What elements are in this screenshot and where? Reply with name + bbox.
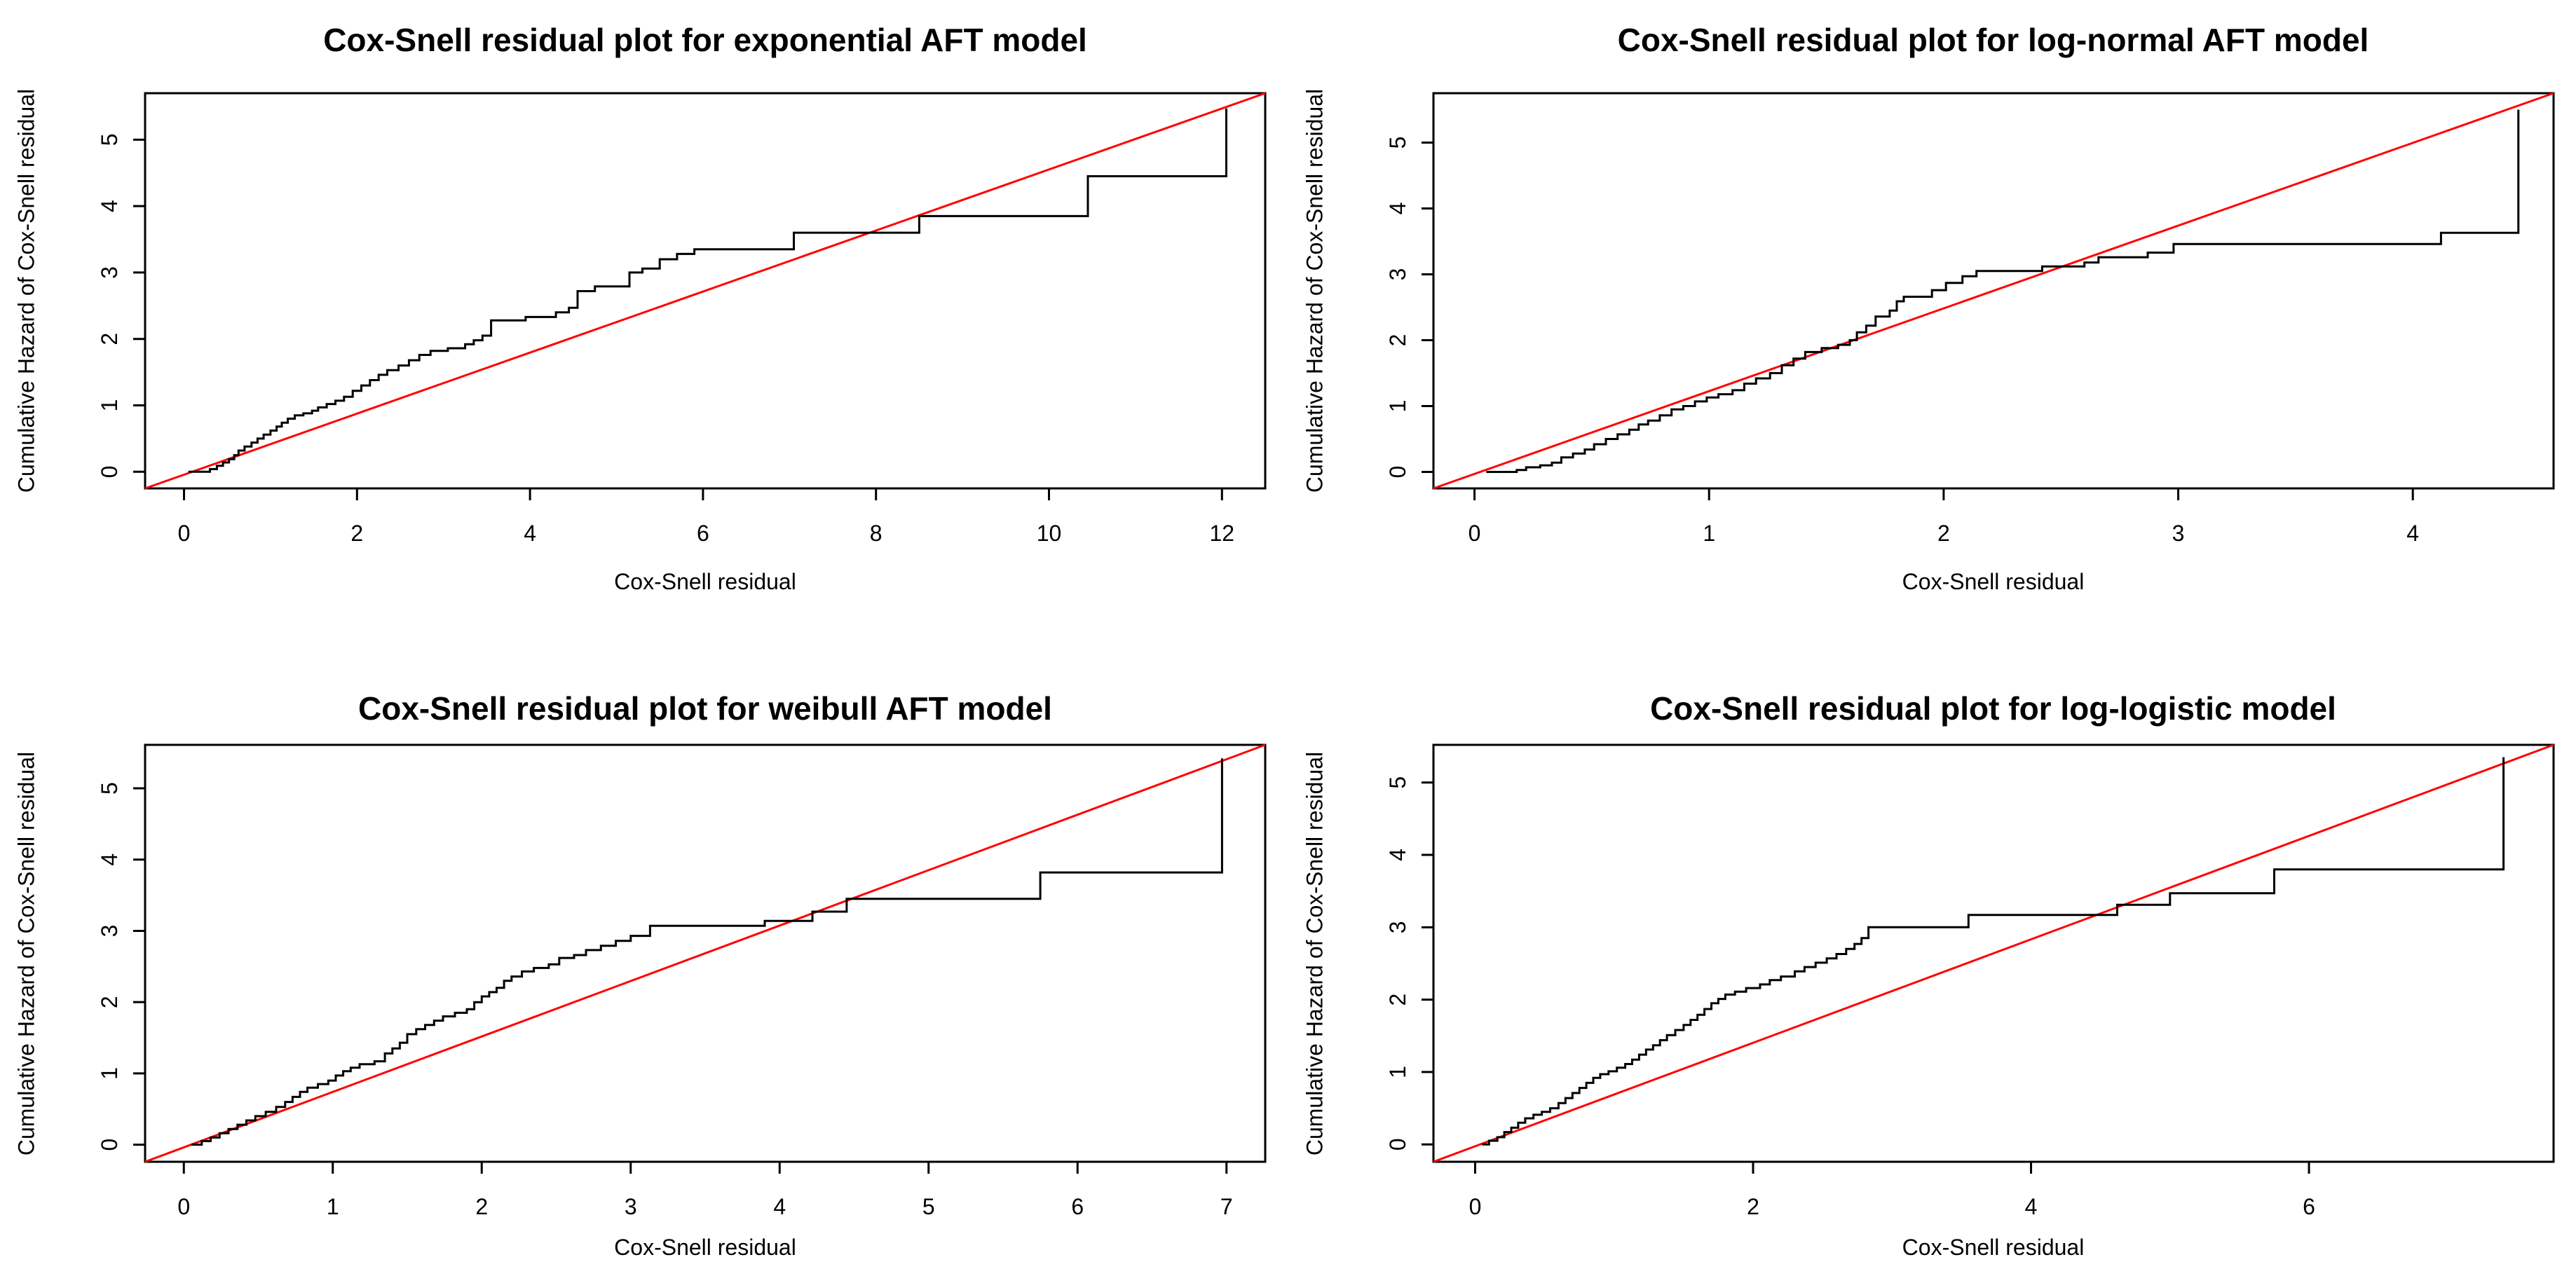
x-tick-label: 5	[922, 1194, 935, 1219]
reference-line	[144, 743, 1266, 1162]
y-tick-label: 4	[97, 853, 122, 865]
x-tick-label: 6	[2303, 1194, 2315, 1219]
x-tick-label: 0	[177, 1194, 190, 1219]
x-tick-label: 3	[2172, 521, 2184, 546]
x-tick-label: 4	[2406, 521, 2419, 546]
y-tick-label: 1	[97, 399, 122, 412]
y-tick-label: 3	[1385, 268, 1410, 281]
x-tick-label: 0	[1468, 521, 1480, 546]
y-tick-label: 0	[97, 465, 122, 478]
y-tick-label: 5	[1385, 137, 1410, 149]
x-axis-label: Cox-Snell residual	[1902, 1234, 2085, 1260]
y-tick-label: 3	[1385, 921, 1410, 933]
log-normal-aft-chart: 0 1 2 3 4 0 1 2 3 4 5	[1385, 92, 2554, 546]
y-tick-label: 1	[1385, 400, 1410, 413]
chart-title: Cox-Snell residual plot for weibull AFT …	[358, 689, 1052, 727]
plot-exponential-aft: 0 2 4 6 8 10 12 0 1 2 3 4 5 Cox-Snell residual plot …	[0, 0, 1288, 642]
x-axis-label: Cox-Snell residual	[614, 1234, 796, 1260]
x-tick-label: 4	[773, 1194, 786, 1219]
y-axis-label: Cumulative Hazard of Cox-Snell residual	[13, 751, 39, 1155]
weibull-aft-chart: 0 1 2 3 4 5 6 7 0 1 2 3 4 5	[97, 743, 1267, 1219]
y-axis-label: Cumulative Hazard of Cox-Snell residual	[13, 88, 39, 493]
y-tick-label: 4	[1385, 203, 1410, 215]
x-tick-label: 0	[178, 521, 191, 546]
x-tick-label: 3	[625, 1194, 637, 1219]
y-tick-label: 3	[97, 266, 122, 279]
plot-box	[1432, 743, 2554, 1162]
y-tick-label: 3	[97, 924, 122, 937]
x-tick-label: 12	[1210, 521, 1235, 546]
x-tick-label: 7	[1220, 1194, 1233, 1219]
x-axis-label: Cox-Snell residual	[1902, 569, 2085, 594]
plot-weibull-aft: 0 1 2 3 4 5 6 7 0 1 2 3 4 5 Cox-Snell residual plot f…	[0, 642, 1288, 1283]
x-tick-label: 0	[1468, 1194, 1481, 1219]
y-tick-label: 5	[1385, 776, 1410, 788]
cumulative-hazard-step-curve	[188, 108, 1227, 473]
plot-box	[1432, 92, 2554, 490]
x-tick-label: 2	[1747, 1194, 1759, 1219]
x-tick-label: 10	[1037, 521, 1062, 546]
x-tick-label: 2	[350, 521, 363, 546]
y-tick-label: 0	[1385, 1138, 1410, 1151]
cumulative-hazard-step-curve	[1481, 757, 2505, 1146]
x-axis-label: Cox-Snell residual	[614, 569, 796, 594]
chart-title: Cox-Snell residual plot for log-normal A…	[1617, 22, 2369, 58]
x-tick-label: 6	[1071, 1194, 1084, 1219]
log-logistic-chart: 0 2 4 6 0 1 2 3 4 5	[1385, 743, 2554, 1219]
reference-line	[1433, 92, 2554, 490]
cumulative-hazard-step-curve	[191, 757, 1223, 1146]
y-tick-label: 2	[97, 996, 122, 1008]
y-tick-label: 4	[97, 200, 122, 212]
plot-log-normal-aft: 0 1 2 3 4 0 1 2 3 4 5 Cox-Snell residual plot for …	[1288, 0, 2576, 642]
chart-title: Cox-Snell residual plot for log-logistic…	[1650, 689, 2336, 727]
y-axis-label: Cumulative Hazard of Cox-Snell residual	[1302, 88, 1327, 493]
x-tick-label: 2	[475, 1194, 488, 1219]
x-tick-label: 1	[327, 1194, 339, 1219]
x-tick-label: 2	[1937, 521, 1949, 546]
x-tick-label: 6	[697, 521, 709, 546]
y-tick-label: 0	[1385, 466, 1410, 479]
x-tick-label: 4	[524, 521, 536, 546]
y-tick-label: 5	[97, 133, 122, 146]
reference-line	[144, 92, 1266, 490]
y-tick-label: 2	[97, 333, 122, 345]
y-tick-label: 4	[1385, 849, 1410, 861]
plot-box	[144, 743, 1267, 1162]
reference-line	[1432, 743, 2554, 1162]
y-tick-label: 5	[97, 782, 122, 795]
plot-box	[144, 92, 1267, 490]
y-tick-label: 2	[1385, 993, 1410, 1006]
y-tick-label: 1	[1385, 1066, 1410, 1078]
x-tick-label: 4	[2024, 1194, 2037, 1219]
plot-log-logistic: 0 2 4 6 0 1 2 3 4 5 Cox-Snell residual plot for l…	[1288, 642, 2576, 1283]
x-tick-label: 8	[870, 521, 882, 546]
chart-title: Cox-Snell residual plot for exponential …	[323, 22, 1087, 58]
y-tick-label: 0	[97, 1138, 122, 1151]
y-tick-label: 1	[97, 1066, 122, 1079]
y-axis-label: Cumulative Hazard of Cox-Snell residual	[1302, 751, 1327, 1155]
cumulative-hazard-step-curve	[1485, 109, 2519, 473]
x-tick-label: 1	[1703, 521, 1715, 546]
y-tick-label: 2	[1385, 334, 1410, 347]
